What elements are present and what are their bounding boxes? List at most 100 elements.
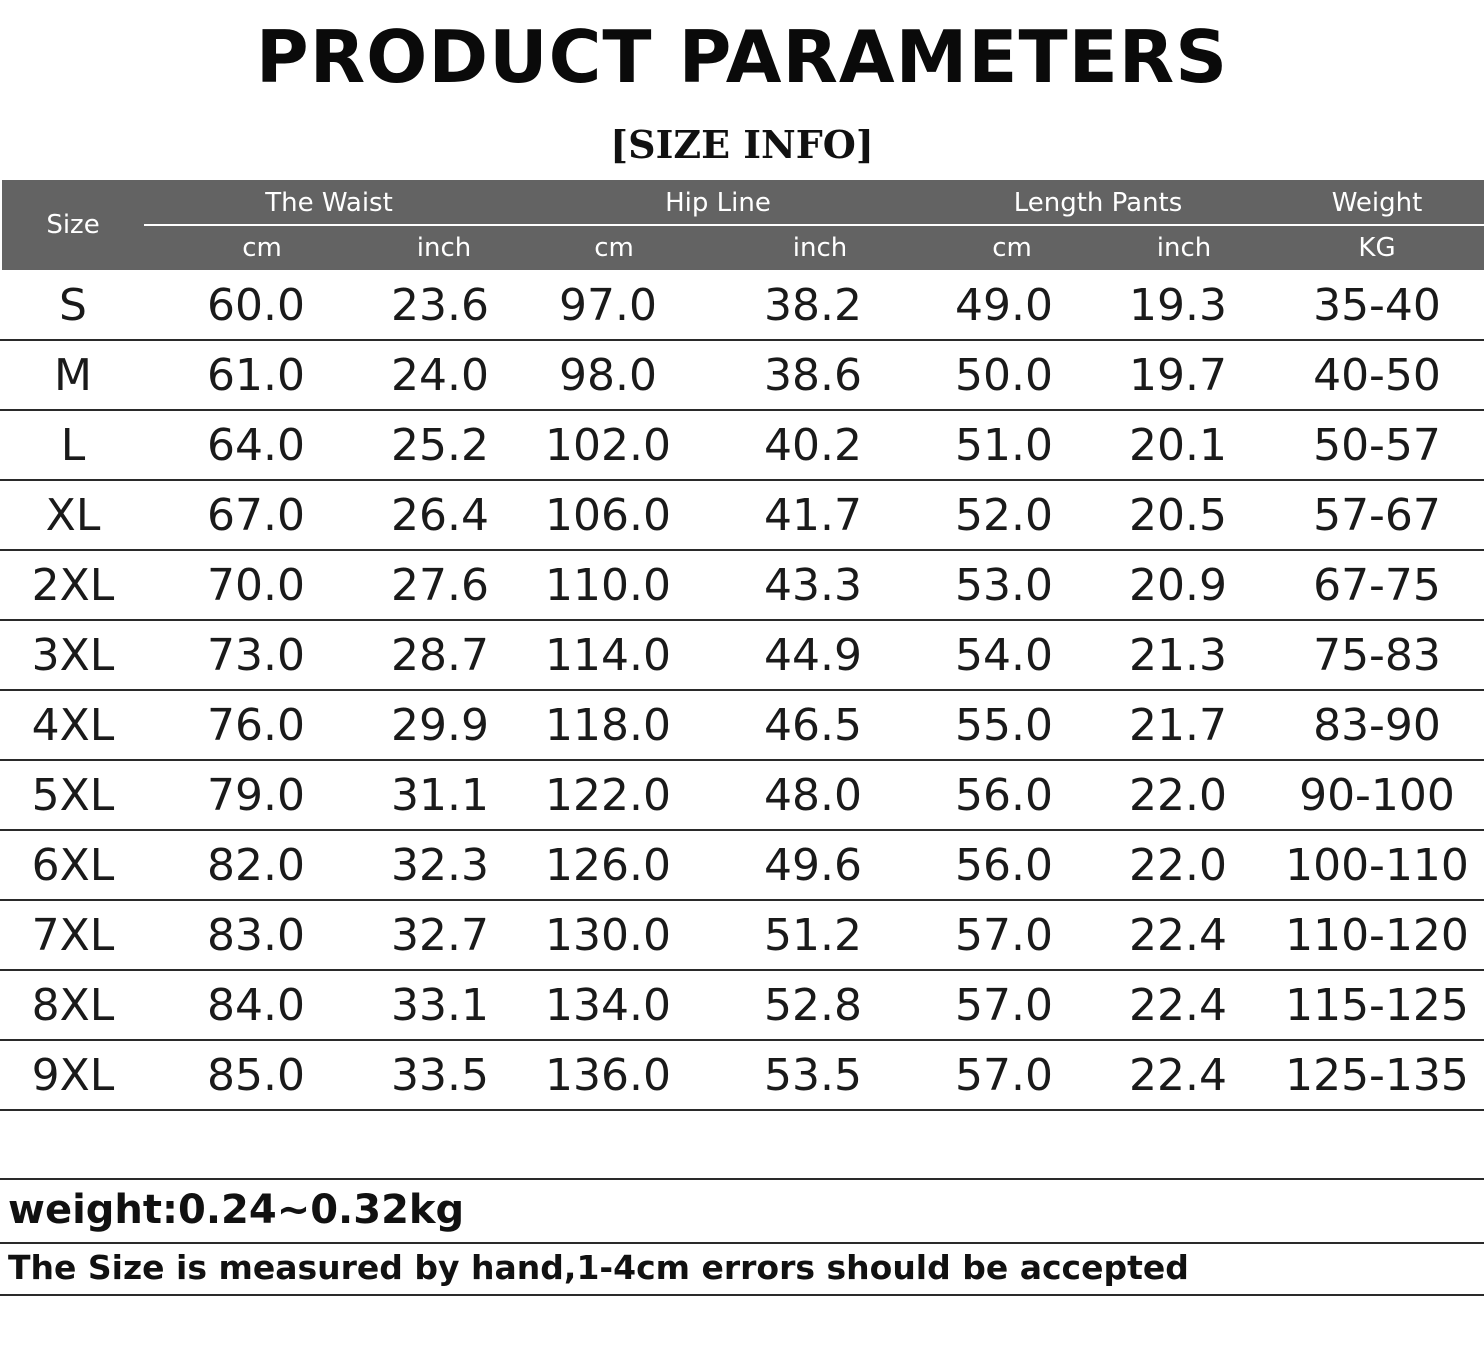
row-divider (0, 899, 1484, 901)
cell-size: 5XL (31, 770, 115, 821)
cell-waist-cm: 83.0 (207, 910, 305, 961)
table-row: 6XL 82.0 32.3 126.0 49.6 56.0 22.0 100-110 (0, 830, 1484, 901)
cell-size: 6XL (31, 840, 115, 891)
length-cm-header: cm (992, 233, 1032, 263)
cell-size: L (60, 420, 86, 471)
table-row: 3XL 73.0 28.7 114.0 44.9 54.0 21.3 75-83 (0, 620, 1484, 691)
waist-cm-header: cm (242, 233, 282, 263)
cell-waist-cm: 84.0 (207, 980, 305, 1031)
table-row: 8XL 84.0 33.1 134.0 52.8 57.0 22.4 115-125 (0, 970, 1484, 1041)
cell-waist-inch: 23.6 (391, 280, 489, 331)
cell-waist-cm: 76.0 (207, 700, 305, 751)
cell-length-inch: 20.9 (1129, 560, 1227, 611)
row-divider (0, 689, 1484, 691)
cell-size: 9XL (31, 1050, 115, 1101)
table-row: XL 67.0 26.4 106.0 41.7 52.0 20.5 57-67 (0, 480, 1484, 551)
cell-weight-kg: 75-83 (1313, 630, 1441, 681)
cell-hip-cm: 118.0 (545, 700, 671, 751)
hip-cm-header: cm (594, 233, 634, 263)
table-row: 9XL 85.0 33.5 136.0 53.5 57.0 22.4 125-135 (0, 1040, 1484, 1111)
cell-length-cm: 51.0 (955, 420, 1053, 471)
table-row: 7XL 83.0 32.7 130.0 51.2 57.0 22.4 110-120 (0, 900, 1484, 971)
cell-weight-kg: 100-110 (1285, 840, 1469, 891)
cell-waist-inch: 31.1 (391, 770, 489, 821)
cell-size: 7XL (31, 910, 115, 961)
cell-waist-inch: 25.2 (391, 420, 489, 471)
cell-waist-inch: 29.9 (391, 700, 489, 751)
cell-waist-cm: 64.0 (207, 420, 305, 471)
cell-length-inch: 22.4 (1129, 1050, 1227, 1101)
cell-waist-inch: 32.3 (391, 840, 489, 891)
cell-length-cm: 57.0 (955, 1050, 1053, 1101)
weight-kg-header: KG (1358, 233, 1396, 263)
cell-hip-cm: 136.0 (545, 1050, 671, 1101)
cell-size: XL (45, 490, 101, 541)
cell-weight-kg: 35-40 (1313, 280, 1441, 331)
cell-waist-cm: 67.0 (207, 490, 305, 541)
table-row: M 61.0 24.0 98.0 38.6 50.0 19.7 40-50 (0, 340, 1484, 411)
row-divider (0, 829, 1484, 831)
cell-length-cm: 56.0 (955, 840, 1053, 891)
cell-waist-cm: 85.0 (207, 1050, 305, 1101)
cell-hip-inch: 46.5 (764, 700, 862, 751)
cell-weight-kg: 125-135 (1285, 1050, 1469, 1101)
cell-length-cm: 52.0 (955, 490, 1053, 541)
row-divider (0, 409, 1484, 411)
cell-size: 2XL (31, 560, 115, 611)
cell-waist-inch: 33.5 (391, 1050, 489, 1101)
measurement-note: The Size is measured by hand,1-4cm error… (8, 1248, 1189, 1287)
cell-hip-cm: 130.0 (545, 910, 671, 961)
cell-waist-inch: 27.6 (391, 560, 489, 611)
row-divider (0, 619, 1484, 621)
cell-size: S (59, 280, 87, 331)
row-divider (0, 759, 1484, 761)
cell-hip-inch: 43.3 (764, 560, 862, 611)
cell-waist-cm: 70.0 (207, 560, 305, 611)
product-weight-note: weight:0.24~0.32kg (8, 1187, 465, 1233)
hip-group-header: Hip Line (665, 188, 771, 218)
cell-hip-cm: 134.0 (545, 980, 671, 1031)
cell-waist-inch: 28.7 (391, 630, 489, 681)
cell-hip-cm: 98.0 (559, 350, 657, 401)
cell-length-inch: 22.0 (1129, 840, 1227, 891)
cell-hip-cm: 102.0 (545, 420, 671, 471)
cell-hip-cm: 106.0 (545, 490, 671, 541)
cell-waist-inch: 32.7 (391, 910, 489, 961)
cell-length-inch: 22.4 (1129, 980, 1227, 1031)
cell-length-cm: 55.0 (955, 700, 1053, 751)
row-divider (0, 549, 1484, 551)
cell-length-cm: 56.0 (955, 770, 1053, 821)
cell-hip-cm: 97.0 (559, 280, 657, 331)
cell-length-inch: 21.3 (1129, 630, 1227, 681)
cell-hip-cm: 122.0 (545, 770, 671, 821)
cell-hip-cm: 114.0 (545, 630, 671, 681)
cell-weight-kg: 115-125 (1285, 980, 1469, 1031)
table-row: S 60.0 23.6 97.0 38.2 49.0 19.3 35-40 (0, 270, 1484, 341)
row-divider (0, 479, 1484, 481)
cell-hip-inch: 38.6 (764, 350, 862, 401)
row-divider (0, 1109, 1484, 1111)
cell-length-inch: 19.3 (1129, 280, 1227, 331)
cell-length-cm: 57.0 (955, 980, 1053, 1031)
cell-hip-inch: 44.9 (764, 630, 862, 681)
length-inch-header: inch (1156, 233, 1212, 263)
cell-waist-cm: 61.0 (207, 350, 305, 401)
cell-size: M (54, 350, 92, 401)
length-group-header: Length Pants (1013, 188, 1183, 218)
table-row: 5XL 79.0 31.1 122.0 48.0 56.0 22.0 90-100 (0, 760, 1484, 831)
cell-weight-kg: 83-90 (1313, 700, 1441, 751)
cell-length-cm: 54.0 (955, 630, 1053, 681)
table-row: L 64.0 25.2 102.0 40.2 51.0 20.1 50-57 (0, 410, 1484, 481)
row-divider (0, 969, 1484, 971)
cell-length-inch: 19.7 (1129, 350, 1227, 401)
cell-size: 4XL (31, 700, 115, 751)
cell-weight-kg: 50-57 (1313, 420, 1441, 471)
cell-hip-inch: 41.7 (764, 490, 862, 541)
cell-length-inch: 20.1 (1129, 420, 1227, 471)
cell-waist-cm: 60.0 (207, 280, 305, 331)
cell-size: 8XL (31, 980, 115, 1031)
cell-length-cm: 49.0 (955, 280, 1053, 331)
notes-middle-line (0, 1242, 1484, 1244)
cell-hip-cm: 110.0 (545, 560, 671, 611)
notes-bottom-line (0, 1294, 1484, 1296)
